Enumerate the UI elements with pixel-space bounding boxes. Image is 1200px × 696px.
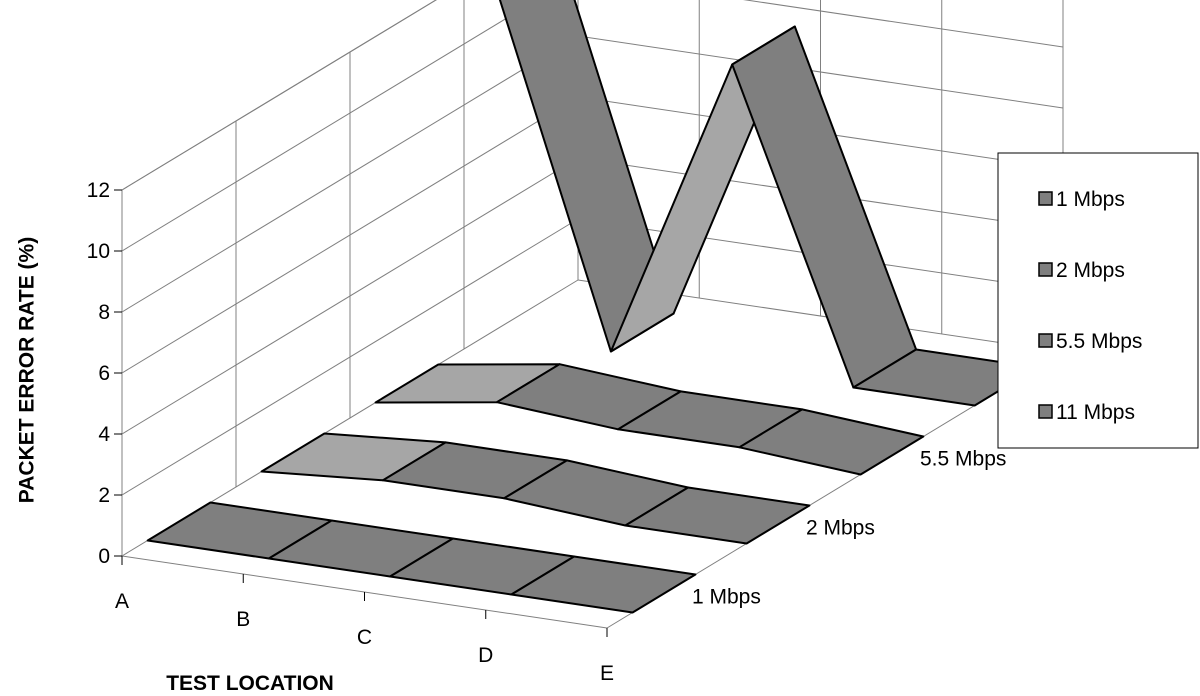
legend-label: 11 Mbps	[1056, 401, 1135, 424]
left-wall-gridline	[121, 0, 538, 252]
left-wall-gridline	[121, 96, 579, 374]
left-wall-gridline	[121, 0, 437, 191]
y-tick-label: 0	[98, 545, 110, 568]
ribbon-segment	[624, 486, 811, 545]
back-wall-gridline	[742, 0, 1064, 48]
data-ribbons	[146, 0, 1039, 614]
left-wall-gridline	[121, 35, 579, 313]
x-tick-label: D	[478, 644, 493, 667]
x-tick-label: E	[600, 662, 614, 685]
x-tick-label: A	[115, 590, 129, 613]
left-wall-gridline	[121, 157, 579, 435]
legend-box	[997, 152, 1199, 449]
back-wall-gridline	[577, 35, 1064, 109]
legend-label: 1 Mbps	[1056, 188, 1125, 211]
y-tick-label: 6	[98, 362, 110, 385]
y-tick-label: 2	[98, 484, 110, 507]
legend-label: 2 Mbps	[1056, 259, 1125, 282]
depth-label: 2 Mbps	[806, 517, 875, 540]
y-tick-label: 4	[98, 423, 110, 446]
ribbon-segment	[510, 555, 697, 614]
depth-label: 1 Mbps	[692, 586, 761, 609]
ribbon-segment	[738, 408, 925, 476]
y-tick-label: 8	[98, 301, 110, 324]
x-axis-title: TEST LOCATION	[166, 672, 334, 695]
x-tick-label: B	[236, 608, 250, 631]
legend-swatch	[1038, 333, 1053, 348]
legend-swatch	[1038, 404, 1053, 419]
ribbon-segment	[731, 25, 918, 389]
y-tick-label: 12	[87, 179, 110, 202]
legend-swatch	[1038, 262, 1053, 277]
left-wall-gridline	[121, 218, 579, 496]
y-tick-label: 10	[87, 240, 110, 263]
y-axis-title: PACKET ERROR RATE (%)	[16, 237, 39, 503]
depth-label: 5.5 Mbps	[920, 448, 1006, 471]
x-tick-label: C	[357, 626, 372, 649]
legend-swatch	[1038, 191, 1053, 206]
legend: 1 Mbps 2 Mbps 5.5 Mbps 11 Mbps	[997, 152, 1199, 449]
legend-label: 5.5 Mbps	[1056, 330, 1142, 353]
